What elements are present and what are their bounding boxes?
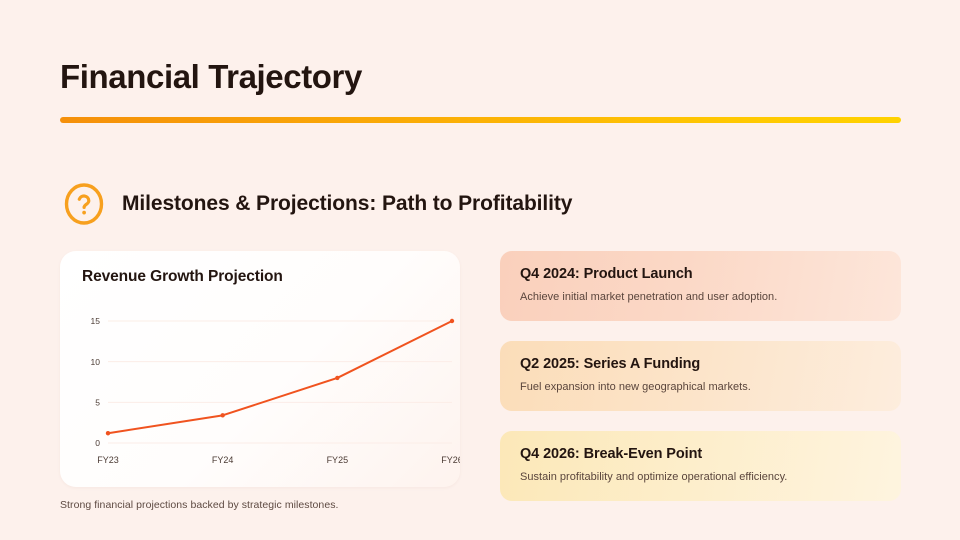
milestone-card-2[interactable]: Q2 2025: Series A Funding Fuel expansion…	[500, 341, 901, 411]
chart-data-point	[449, 318, 455, 324]
svg-text:10: 10	[91, 357, 101, 367]
svg-text:5: 5	[95, 398, 100, 408]
chart-x-axis-labels: FY23 FY24 FY25 FY26	[97, 455, 460, 465]
chart-data-point	[220, 413, 225, 418]
section-heading: Milestones & Projections: Path to Profit…	[62, 182, 572, 226]
section-title: Milestones & Projections: Path to Profit…	[122, 192, 573, 215]
milestone-title: Q4 2024: Product Launch	[520, 266, 693, 282]
milestone-description: Sustain profitability and optimize opera…	[520, 471, 788, 483]
line-chart: 0 5 10 15 FY23 FY24 FY25 FY26	[60, 301, 460, 487]
milestone-title: Q2 2025: Series A Funding	[520, 356, 701, 372]
svg-text:0: 0	[95, 438, 100, 448]
svg-text:FY25: FY25	[327, 455, 349, 465]
svg-text:15: 15	[91, 316, 101, 326]
footnote-text: Strong financial projections backed by s…	[60, 499, 339, 511]
milestone-description: Achieve initial market penetration and u…	[520, 291, 778, 303]
milestone-title: Q4 2026: Break-Even Point	[520, 446, 703, 462]
chart-data-point	[105, 431, 111, 436]
chart-y-axis-labels: 0 5 10 15	[91, 316, 101, 448]
svg-text:FY23: FY23	[97, 455, 119, 465]
page-title: Financial Trajectory	[60, 58, 362, 95]
chart-series-line	[107, 320, 453, 435]
title-underline-rule	[60, 117, 901, 123]
milestones-list: Q4 2024: Product Launch Achieve initial …	[500, 251, 901, 521]
chart-gridlines	[108, 320, 452, 444]
chart-title: Revenue Growth Projection	[82, 268, 283, 285]
chart-data-points	[105, 318, 455, 436]
milestone-description: Fuel expansion into new geographical mar…	[520, 381, 751, 393]
svg-text:FY24: FY24	[212, 455, 234, 465]
milestone-card-1[interactable]: Q4 2024: Product Launch Achieve initial …	[500, 251, 901, 321]
svg-text:FY26: FY26	[441, 455, 460, 465]
chart-data-point	[335, 375, 340, 381]
revenue-chart-card: Revenue Growth Projection 0 5 10 15 FY23 FY2…	[60, 251, 460, 487]
milestone-card-3[interactable]: Q4 2026: Break-Even Point Sustain profit…	[500, 431, 901, 501]
question-circle-icon	[62, 182, 106, 226]
